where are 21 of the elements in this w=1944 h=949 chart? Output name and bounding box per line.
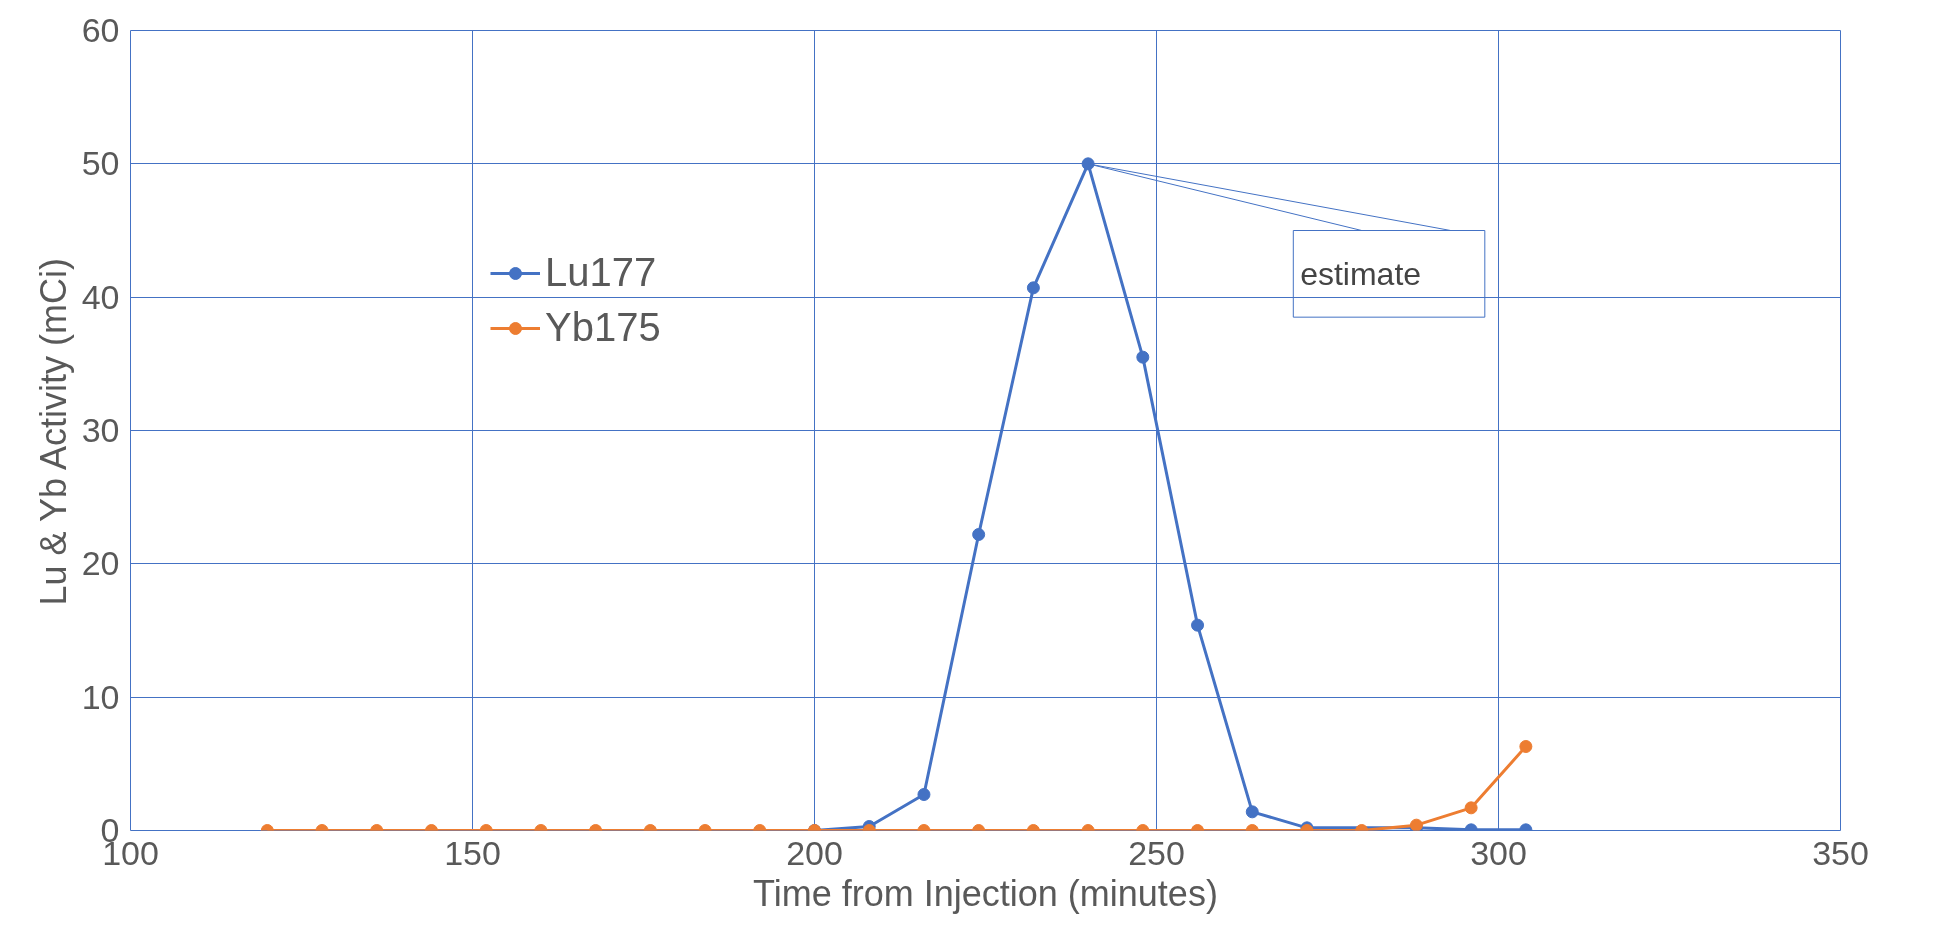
y-tick-label: 60 (81, 11, 120, 49)
x-axis-title: Time from Injection (minutes) (753, 872, 1218, 914)
x-tick-label: 250 (1128, 833, 1185, 872)
x-tick-label: 350 (1812, 833, 1869, 872)
point (972, 528, 986, 541)
y-axis-title: Lu & Yb Activity (mCi) (32, 258, 74, 606)
y-tick-label: 10 (81, 677, 120, 716)
y-tick-label: 40 (81, 277, 120, 316)
x-tick-label: 300 (1470, 833, 1527, 872)
x-tick-label: 150 (444, 833, 501, 872)
point (1136, 350, 1150, 364)
point (1026, 281, 1040, 295)
annotation: estimate (1300, 255, 1422, 292)
x-tick-label: 200 (786, 833, 843, 872)
point (1191, 618, 1205, 632)
y-tick-label: 20 (81, 544, 120, 583)
point (1081, 157, 1095, 171)
y-tick-label: 30 (81, 411, 120, 449)
legend-label: Lu177 (545, 250, 657, 295)
y-tick-label: 50 (81, 144, 120, 183)
legend-label: Yb175 (545, 305, 661, 350)
